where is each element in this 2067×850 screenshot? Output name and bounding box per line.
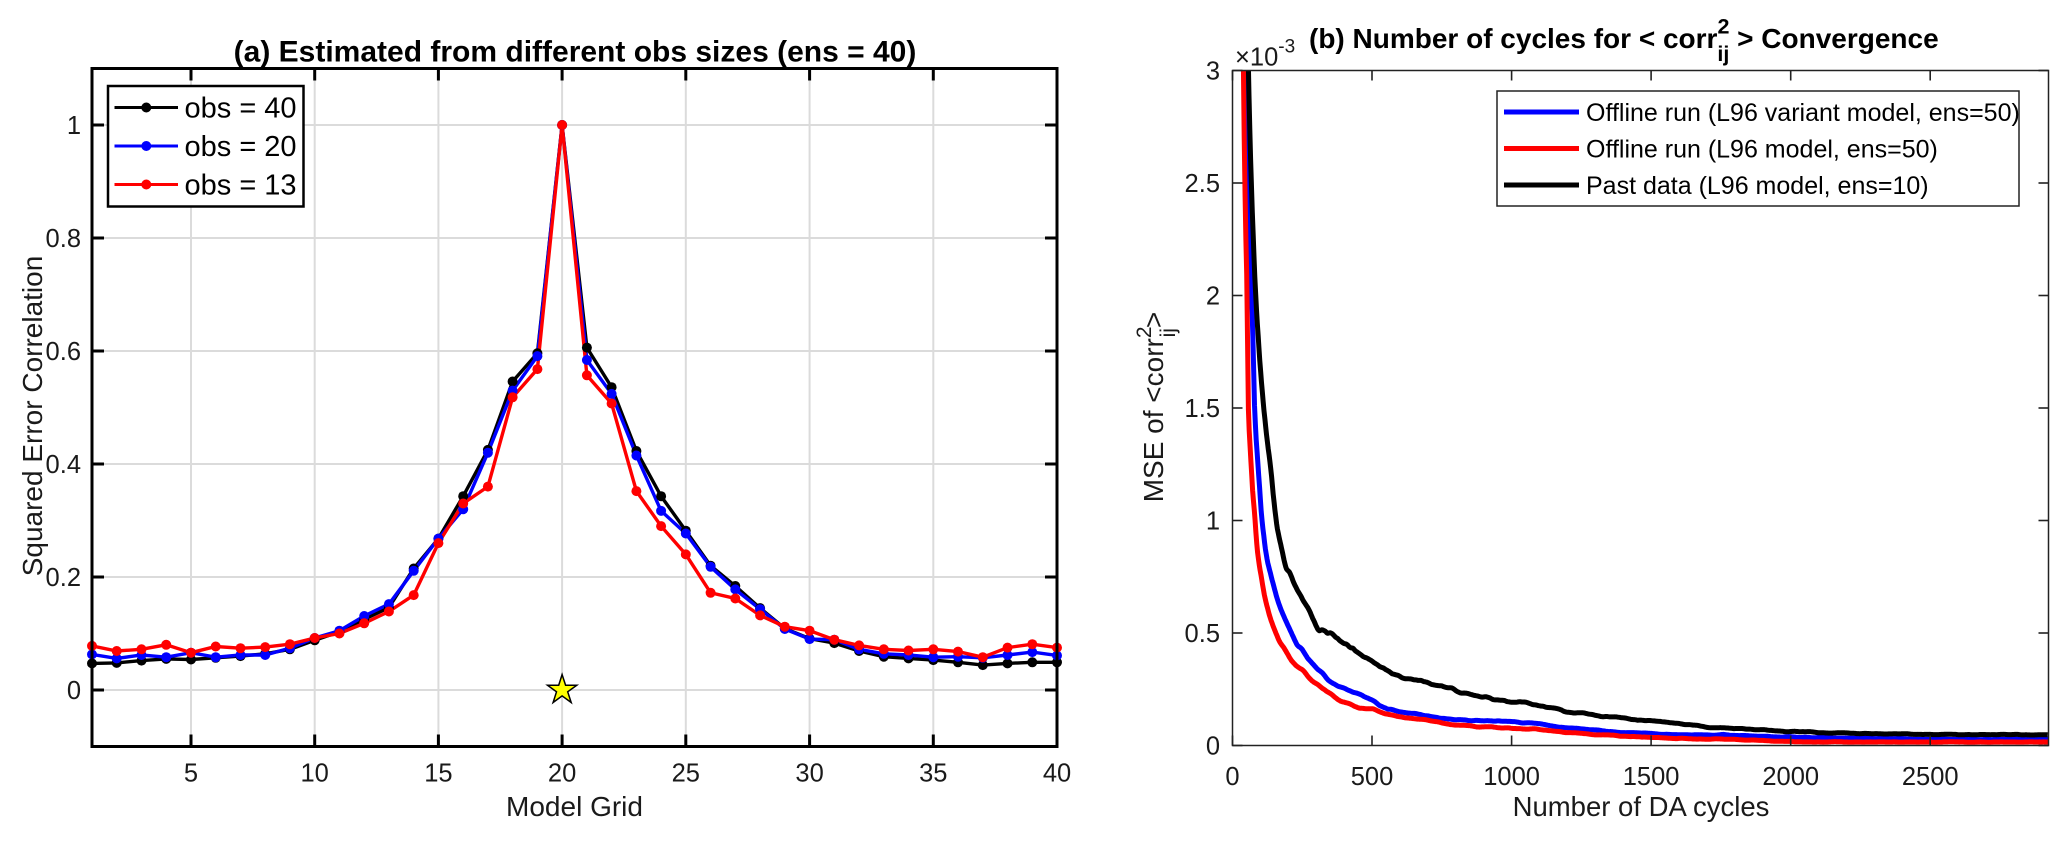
svg-text:30: 30 bbox=[795, 760, 823, 788]
svg-text:3: 3 bbox=[1206, 58, 1220, 86]
svg-text:0: 0 bbox=[1225, 763, 1239, 791]
svg-text:Offline run (L96 variant model: Offline run (L96 variant model, ens=50) bbox=[1586, 99, 2020, 127]
svg-text:40: 40 bbox=[1043, 760, 1071, 788]
svg-text:1.5: 1.5 bbox=[1185, 395, 1220, 423]
svg-text:0.2: 0.2 bbox=[46, 564, 81, 592]
svg-text:1: 1 bbox=[67, 112, 81, 140]
svg-text:Past data (L96 model, ens=10): Past data (L96 model, ens=10) bbox=[1586, 172, 1929, 200]
svg-text:(a) Estimated from different o: (a) Estimated from different obs sizes (… bbox=[234, 36, 917, 69]
svg-text:0.5: 0.5 bbox=[1185, 620, 1220, 648]
svg-text:2: 2 bbox=[1206, 283, 1220, 311]
svg-text:5: 5 bbox=[184, 760, 198, 788]
svg-text:0: 0 bbox=[1206, 733, 1220, 761]
svg-text:0.4: 0.4 bbox=[46, 451, 81, 479]
svg-text:0.8: 0.8 bbox=[46, 225, 81, 253]
svg-text:20: 20 bbox=[548, 760, 576, 788]
svg-text:35: 35 bbox=[919, 760, 947, 788]
svg-text:obs = 13: obs = 13 bbox=[185, 170, 297, 202]
svg-text:1: 1 bbox=[1206, 508, 1220, 536]
svg-text:15: 15 bbox=[424, 760, 452, 788]
svg-text:1000: 1000 bbox=[1483, 763, 1540, 791]
svg-text:0.6: 0.6 bbox=[46, 338, 81, 366]
svg-text:2000: 2000 bbox=[1762, 763, 1819, 791]
svg-text:2.5: 2.5 bbox=[1185, 170, 1220, 198]
svg-text:Squared Error Correlation: Squared Error Correlation bbox=[17, 256, 48, 577]
svg-text:Model Grid: Model Grid bbox=[506, 791, 643, 822]
svg-text:2500: 2500 bbox=[1902, 763, 1959, 791]
svg-text:25: 25 bbox=[672, 760, 700, 788]
svg-text:Offline run (L96 model, ens=50: Offline run (L96 model, ens=50) bbox=[1586, 136, 1938, 164]
svg-text:obs = 40: obs = 40 bbox=[185, 93, 297, 125]
svg-text:1500: 1500 bbox=[1623, 763, 1680, 791]
svg-text:500: 500 bbox=[1351, 763, 1394, 791]
svg-text:0: 0 bbox=[67, 677, 81, 705]
svg-text:Number of DA cycles: Number of DA cycles bbox=[1513, 791, 1770, 822]
svg-text:obs = 20: obs = 20 bbox=[185, 131, 297, 163]
svg-text:10: 10 bbox=[301, 760, 329, 788]
